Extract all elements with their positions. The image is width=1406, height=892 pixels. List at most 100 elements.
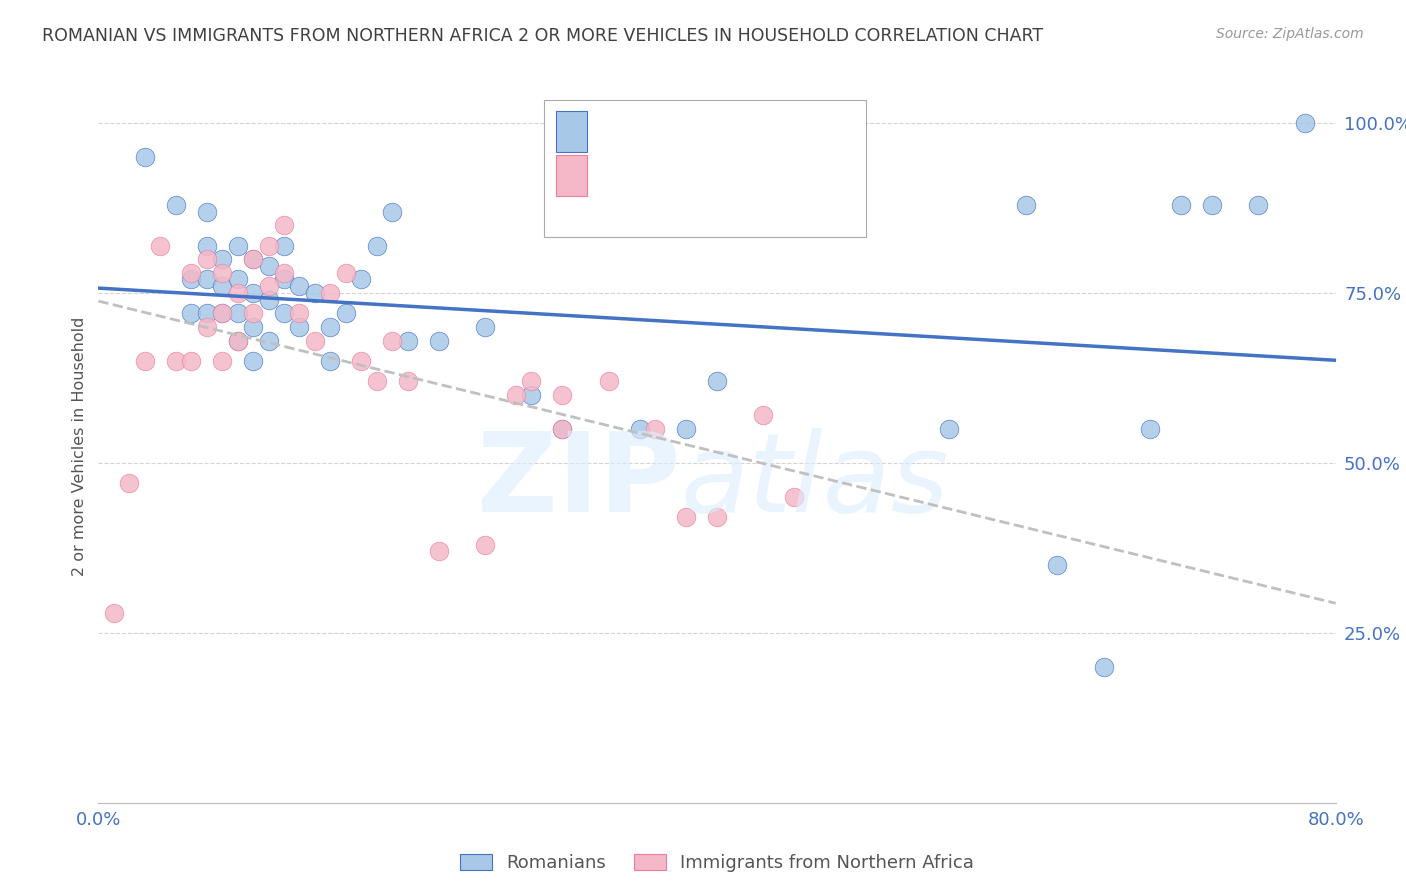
Point (118, 476, 141, 491)
Point (1092, 660, 1115, 674)
Point (551, 422, 574, 436)
Point (644, 422, 666, 436)
Point (381, 334, 404, 348)
Point (1247, 198, 1270, 212)
Point (180, 266, 202, 280)
Point (273, 266, 295, 280)
Point (675, 422, 697, 436)
Text: Source: ZipAtlas.com: Source: ZipAtlas.com (1216, 27, 1364, 41)
Point (396, 375, 419, 389)
Point (628, 422, 651, 436)
Point (211, 354, 233, 368)
Point (211, 306, 233, 320)
Bar (557, 155, 588, 196)
Legend: Romanians, Immigrants from Northern Africa: Romanians, Immigrants from Northern Afri… (453, 847, 981, 880)
Point (427, 334, 450, 348)
Point (1294, 116, 1316, 130)
Point (1015, 198, 1038, 212)
Point (706, 510, 728, 524)
Point (350, 354, 373, 368)
Point (396, 334, 419, 348)
Point (242, 320, 264, 334)
Point (180, 272, 202, 286)
Point (211, 306, 233, 320)
Text: R = 0.243   N = 51: R = 0.243 N = 51 (598, 122, 797, 141)
Point (195, 306, 218, 320)
Point (226, 272, 249, 286)
Point (195, 320, 218, 334)
Point (211, 266, 233, 280)
Point (257, 238, 280, 252)
Point (304, 286, 326, 301)
Point (675, 510, 697, 524)
Point (598, 375, 620, 389)
Point (304, 334, 326, 348)
Point (1046, 558, 1069, 572)
Y-axis label: 2 or more Vehicles in Household: 2 or more Vehicles in Household (72, 317, 87, 575)
Point (195, 204, 218, 219)
Point (257, 259, 280, 273)
Point (257, 334, 280, 348)
Point (474, 320, 496, 334)
Point (427, 544, 450, 558)
Text: atlas: atlas (681, 428, 949, 535)
Text: ZIP: ZIP (477, 428, 681, 535)
Point (242, 252, 264, 266)
Point (366, 238, 388, 252)
Point (1170, 198, 1192, 212)
Point (551, 422, 574, 436)
Point (350, 272, 373, 286)
Point (319, 354, 342, 368)
Point (195, 272, 218, 286)
Point (752, 409, 775, 423)
Point (551, 388, 574, 402)
Point (1139, 422, 1161, 436)
Point (938, 422, 960, 436)
Point (288, 279, 311, 293)
Point (180, 306, 202, 320)
Point (242, 354, 264, 368)
Point (165, 354, 187, 368)
Point (134, 354, 156, 368)
Bar (557, 111, 588, 152)
Point (381, 204, 404, 219)
Point (335, 306, 357, 320)
Point (520, 388, 543, 402)
Point (226, 238, 249, 252)
Point (257, 279, 280, 293)
Point (706, 375, 728, 389)
Point (165, 198, 187, 212)
Point (242, 306, 264, 320)
Text: R = 0.209   N = 45: R = 0.209 N = 45 (598, 166, 797, 185)
Point (474, 537, 496, 551)
Point (366, 375, 388, 389)
Point (103, 606, 125, 620)
Text: ROMANIAN VS IMMIGRANTS FROM NORTHERN AFRICA 2 OR MORE VEHICLES IN HOUSEHOLD CORR: ROMANIAN VS IMMIGRANTS FROM NORTHERN AFR… (42, 27, 1043, 45)
Point (319, 286, 342, 301)
Point (195, 238, 218, 252)
Point (134, 150, 156, 164)
Point (505, 388, 527, 402)
Point (273, 238, 295, 252)
FancyBboxPatch shape (544, 100, 866, 237)
Point (149, 238, 172, 252)
Point (520, 375, 543, 389)
Point (226, 334, 249, 348)
Point (273, 272, 295, 286)
Point (288, 320, 311, 334)
Point (226, 306, 249, 320)
Point (195, 252, 218, 266)
Point (335, 266, 357, 280)
Point (211, 279, 233, 293)
Point (242, 286, 264, 301)
Point (226, 286, 249, 301)
Point (1201, 198, 1223, 212)
Point (257, 293, 280, 307)
Point (273, 218, 295, 232)
Point (319, 320, 342, 334)
Point (783, 490, 806, 504)
Point (211, 252, 233, 266)
Point (242, 252, 264, 266)
Point (273, 306, 295, 320)
Point (288, 306, 311, 320)
